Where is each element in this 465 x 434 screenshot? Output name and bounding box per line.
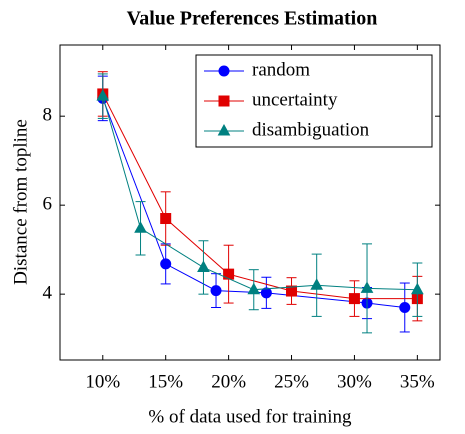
legend-label: uncertainty bbox=[252, 89, 338, 110]
marker bbox=[348, 293, 360, 305]
x-tick-label: 35% bbox=[400, 371, 435, 392]
x-tick-label: 10% bbox=[85, 371, 120, 392]
marker bbox=[210, 285, 222, 297]
x-tick-label: 20% bbox=[211, 371, 246, 392]
marker bbox=[286, 285, 298, 297]
marker bbox=[218, 95, 230, 107]
marker bbox=[247, 282, 261, 295]
series-line bbox=[102, 93, 418, 300]
series-line bbox=[102, 98, 405, 308]
marker bbox=[223, 268, 235, 280]
marker bbox=[218, 65, 230, 77]
chart-title: Value Preferences Estimation bbox=[127, 8, 378, 30]
marker bbox=[310, 278, 324, 290]
marker bbox=[360, 281, 374, 293]
y-axis-label: Distance from topline bbox=[10, 119, 31, 285]
y-tick-label: 8 bbox=[43, 105, 53, 126]
marker bbox=[217, 123, 231, 136]
y-tick-label: 6 bbox=[43, 194, 53, 215]
marker bbox=[160, 213, 172, 225]
marker bbox=[197, 260, 210, 272]
y-tick-label: 4 bbox=[43, 283, 53, 304]
x-tick-label: 30% bbox=[337, 371, 372, 392]
marker bbox=[160, 258, 172, 270]
legend-label: random bbox=[252, 59, 310, 80]
marker bbox=[134, 221, 147, 233]
x-tick-label: 15% bbox=[148, 371, 183, 392]
x-axis-label: % of data used for training bbox=[148, 406, 352, 427]
marker bbox=[411, 282, 424, 295]
marker bbox=[399, 302, 411, 313]
marker bbox=[260, 287, 272, 299]
marker bbox=[96, 89, 110, 101]
legend-label: disambiguation bbox=[252, 119, 370, 140]
plot-frame bbox=[59, 44, 441, 361]
x-tick-label: 25% bbox=[274, 371, 309, 392]
